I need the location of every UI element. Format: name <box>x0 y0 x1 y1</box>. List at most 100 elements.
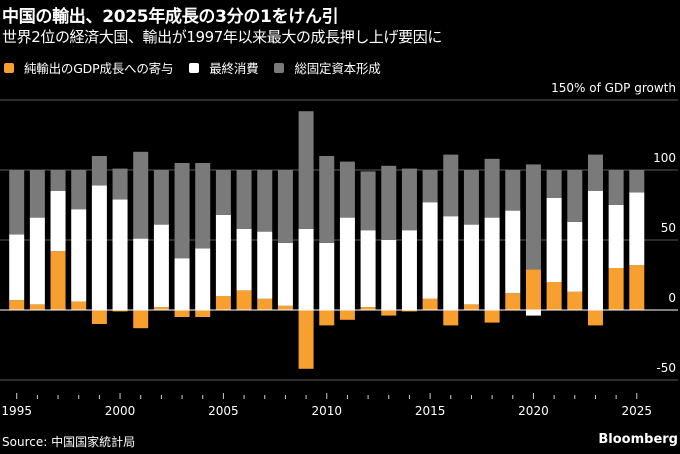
legend-swatch-net-exports <box>4 62 14 73</box>
bar-net-exports-2006 <box>236 290 252 310</box>
bar-capital-formation-2018 <box>484 158 500 218</box>
bar-final-consumption-2008 <box>277 242 293 306</box>
legend-label: 純輸出のGDP成長への寄与 <box>24 61 174 76</box>
bar-capital-formation-2014 <box>401 168 417 231</box>
bar-final-consumption-2024 <box>608 205 624 268</box>
legend-item-capital-formation: 総固定資本形成 <box>274 58 381 77</box>
bar-net-exports-2005 <box>215 296 231 310</box>
bar-final-consumption-2025 <box>629 192 645 266</box>
legend-swatch-capital-formation <box>274 62 285 73</box>
bar-capital-formation-2011 <box>339 161 355 218</box>
bar-final-consumption-2023 <box>587 191 603 310</box>
bar-net-exports-2024 <box>608 268 624 310</box>
bar-final-consumption-2013 <box>381 240 397 310</box>
bar-net-exports-2015 <box>422 298 438 310</box>
bar-capital-formation-2002 <box>153 170 169 225</box>
bar-final-consumption-2007 <box>257 231 273 299</box>
bar-net-exports-2009 <box>298 310 314 369</box>
x-axis: 1995 2000 2005 2010 2015 2020 2025 <box>1 393 652 418</box>
bar-net-exports-2004 <box>195 310 211 317</box>
bar-net-exports-2002 <box>153 307 169 310</box>
bar-net-exports-2012 <box>360 307 376 310</box>
bar-final-consumption-2020 <box>525 310 541 316</box>
legend-item-net-exports: 純輸出のGDP成長への寄与 <box>4 58 173 77</box>
bar-net-exports-2025 <box>629 265 645 310</box>
bar-final-consumption-2003 <box>174 258 190 310</box>
bar-net-exports-1998 <box>71 301 87 310</box>
bar-net-exports-2016 <box>443 310 459 326</box>
bar-capital-formation-2005 <box>215 170 231 215</box>
source-note: Source: 中国国家統計局 <box>2 435 136 449</box>
bar-capital-formation-2025 <box>629 170 645 193</box>
x-tick-label: 2010 <box>311 404 342 418</box>
bar-final-consumption-2010 <box>319 242 335 310</box>
y-tick-label: 50 <box>661 221 676 235</box>
bar-net-exports-2010 <box>319 310 335 326</box>
bar-final-consumption-2004 <box>195 248 211 310</box>
chart-title: 中国の輸出、2025年成長の3分の1をけん引 <box>2 7 339 27</box>
bar-final-consumption-1996 <box>29 217 45 305</box>
x-tick-label: 2020 <box>518 404 549 418</box>
legend: 純輸出のGDP成長への寄与 最終消費 総固定資本形成 <box>4 58 397 77</box>
bar-net-exports-2008 <box>277 305 293 310</box>
x-tick-label: 2000 <box>105 404 136 418</box>
y-tick-label: -50 <box>656 361 676 375</box>
bar-capital-formation-1996 <box>29 170 45 218</box>
bar-final-consumption-2016 <box>443 216 459 310</box>
bar-net-exports-2022 <box>567 291 583 310</box>
bar-final-consumption-2006 <box>236 228 252 291</box>
bar-final-consumption-2015 <box>422 202 438 299</box>
bar-final-consumption-2011 <box>339 217 355 310</box>
bar-net-exports-2000 <box>112 310 128 312</box>
bar-net-exports-2011 <box>339 310 355 320</box>
x-tick-label: 1995 <box>1 404 32 418</box>
bar-net-exports-2018 <box>484 310 500 323</box>
y-axis-labels: 150% of GDP growth 100 50 0 -50 <box>551 81 676 375</box>
y-tick-label: 150% of GDP growth <box>551 81 676 95</box>
bar-net-exports-2003 <box>174 310 190 317</box>
bar-capital-formation-2001 <box>133 151 149 239</box>
legend-label: 総固定資本形成 <box>294 61 381 76</box>
bar-capital-formation-2013 <box>381 165 397 240</box>
bar-capital-formation-2006 <box>236 170 252 229</box>
bar-capital-formation-2003 <box>174 163 190 259</box>
legend-swatch-final-consumption <box>189 62 200 73</box>
bar-capital-formation-2009 <box>298 111 314 229</box>
bar-final-consumption-2012 <box>360 230 376 308</box>
bar-net-exports-2019 <box>505 293 521 310</box>
bar-capital-formation-2020 <box>525 164 541 270</box>
bar-final-consumption-2021 <box>546 198 562 282</box>
bar-net-exports-2020 <box>525 269 541 310</box>
bar-capital-formation-1999 <box>91 156 107 186</box>
bar-capital-formation-2000 <box>112 168 128 200</box>
bar-final-consumption-1997 <box>50 191 66 252</box>
x-tick-label: 2015 <box>415 404 446 418</box>
bar-net-exports-2001 <box>133 310 149 329</box>
bar-net-exports-2014 <box>401 310 417 312</box>
bar-final-consumption-1998 <box>71 209 87 302</box>
bar-final-consumption-2019 <box>505 210 521 294</box>
bar-net-exports-2017 <box>463 304 479 310</box>
x-tick-label: 2005 <box>208 404 239 418</box>
bar-net-exports-1997 <box>50 251 66 310</box>
bar-capital-formation-1997 <box>50 170 66 191</box>
bar-final-consumption-2001 <box>133 238 149 310</box>
bar-capital-formation-2007 <box>257 170 273 232</box>
y-tick-label: 0 <box>668 291 676 305</box>
bar-net-exports-2007 <box>257 298 273 310</box>
bar-capital-formation-2021 <box>546 170 562 198</box>
bar-capital-formation-2010 <box>319 156 335 243</box>
bar-capital-formation-2017 <box>463 170 479 225</box>
bar-capital-formation-2004 <box>195 163 211 249</box>
bar-final-consumption-2018 <box>484 217 500 310</box>
chart-subtitle: 世界2位の経済大国、輸出が1997年以来最大の成長押し上げ要因に <box>2 28 442 46</box>
bars <box>9 111 645 369</box>
legend-item-final-consumption: 最終消費 <box>189 58 259 77</box>
bar-capital-formation-2019 <box>505 170 521 211</box>
bar-final-consumption-2000 <box>112 199 128 310</box>
y-tick-label: 100 <box>653 151 676 165</box>
bar-capital-formation-1995 <box>9 170 25 235</box>
bar-final-consumption-2014 <box>401 230 417 310</box>
bar-capital-formation-1998 <box>71 170 87 210</box>
